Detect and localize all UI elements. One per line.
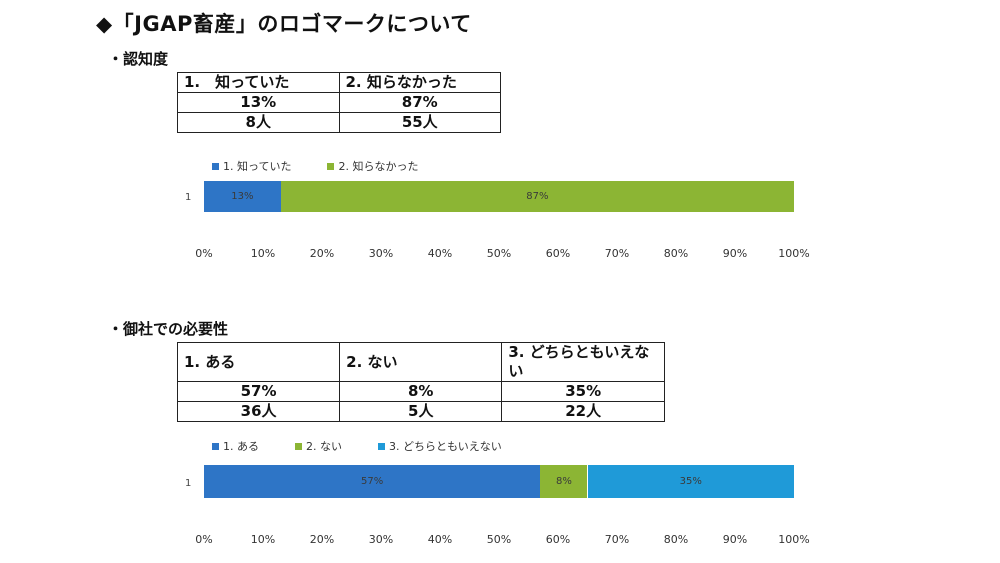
legend-label: 2. ない <box>306 440 342 453</box>
category-label: 1 <box>185 192 192 203</box>
page-title: ◆「JGAP畜産」のロゴマークについて <box>96 12 472 36</box>
legend-label: 2. 知らなかった <box>338 160 419 173</box>
x-tick-label: 90% <box>722 533 748 546</box>
bar-segment: 13% <box>204 181 281 212</box>
chart-legend: 1. 知っていた 2. 知らなかった <box>212 158 454 174</box>
x-tick-label: 20% <box>309 247 335 260</box>
legend-entry: 3. どちらともいえない <box>378 438 502 454</box>
chart-legend: 1. ある 2. ない 3. どちらともいえない <box>212 438 538 454</box>
bar-segment: 8% <box>540 465 588 498</box>
x-tick-label: 40% <box>427 533 453 546</box>
awareness-table: 1. 知っていた 2. 知らなかった 13% 87% 8人 55人 <box>177 72 501 133</box>
legend-label: 3. どちらともいえない <box>389 440 502 453</box>
x-tick-label: 90% <box>722 247 748 260</box>
x-tick-label: 100% <box>778 247 810 260</box>
table-header-cell: 1. 知っていた <box>177 72 340 93</box>
x-tick-label: 50% <box>486 247 512 260</box>
x-tick-label: 0% <box>195 247 213 260</box>
necessity-table: 1. ある 2. ない 3. どちらともいえない 57% 8% 35% 36人 … <box>176 342 665 422</box>
table-header-cell: 1. ある <box>176 342 341 382</box>
legend-swatch <box>327 162 335 170</box>
table-cell: 57% <box>176 381 341 402</box>
x-tick-label: 60% <box>545 533 571 546</box>
x-tick-label: 60% <box>545 247 571 260</box>
x-tick-label: 10% <box>250 247 276 260</box>
table-cell: 22人 <box>501 401 665 422</box>
table-header-cell: 2. 知らなかった <box>338 72 501 93</box>
bar-segment: 35% <box>587 465 794 498</box>
table-cell: 13% <box>177 92 340 113</box>
table-cell: 55人 <box>338 112 501 133</box>
legend-label: 1. ある <box>223 440 259 453</box>
table-cell: 5人 <box>339 401 503 422</box>
x-tick-label: 80% <box>663 247 689 260</box>
x-tick-label: 30% <box>368 247 394 260</box>
legend-swatch <box>212 442 219 450</box>
data-label: 35% <box>679 476 702 487</box>
bar-segment: 57% <box>204 465 541 498</box>
data-label: 57% <box>361 476 384 487</box>
x-tick-label: 70% <box>604 247 630 260</box>
legend-swatch <box>212 162 219 170</box>
x-tick-label: 30% <box>368 533 394 546</box>
x-tick-label: 40% <box>427 247 453 260</box>
data-label: 13% <box>231 191 254 202</box>
table-cell: 35% <box>501 381 665 402</box>
legend-entry: 2. 知らなかった <box>327 158 418 174</box>
bar-segment: 87% <box>280 181 794 212</box>
section-label-awareness: ・認知度 <box>108 50 169 68</box>
legend-swatch <box>295 442 302 450</box>
x-tick-label: 20% <box>309 533 335 546</box>
table-cell: 8人 <box>177 112 340 133</box>
data-label: 87% <box>526 191 549 202</box>
x-tick-label: 100% <box>778 533 810 546</box>
category-label: 1 <box>185 478 192 489</box>
legend-swatch <box>378 442 385 450</box>
x-tick-label: 10% <box>250 533 276 546</box>
table-cell: 36人 <box>176 401 341 422</box>
legend-entry: 1. ある <box>212 438 259 454</box>
table-header-cell: 3. どちらともいえない <box>501 342 665 382</box>
table-cell: 87% <box>338 92 501 113</box>
table-cell: 8% <box>339 381 503 402</box>
x-tick-label: 70% <box>604 533 630 546</box>
data-label: 8% <box>555 476 572 487</box>
legend-entry: 1. 知っていた <box>212 158 291 174</box>
table-header-cell: 2. ない <box>339 342 503 382</box>
x-tick-label: 50% <box>486 533 512 546</box>
x-tick-label: 80% <box>663 533 689 546</box>
legend-label: 1. 知っていた <box>223 160 292 173</box>
legend-entry: 2. ない <box>295 438 342 454</box>
x-tick-label: 0% <box>195 533 213 546</box>
section-label-necessity: ・御社での必要性 <box>108 320 229 338</box>
